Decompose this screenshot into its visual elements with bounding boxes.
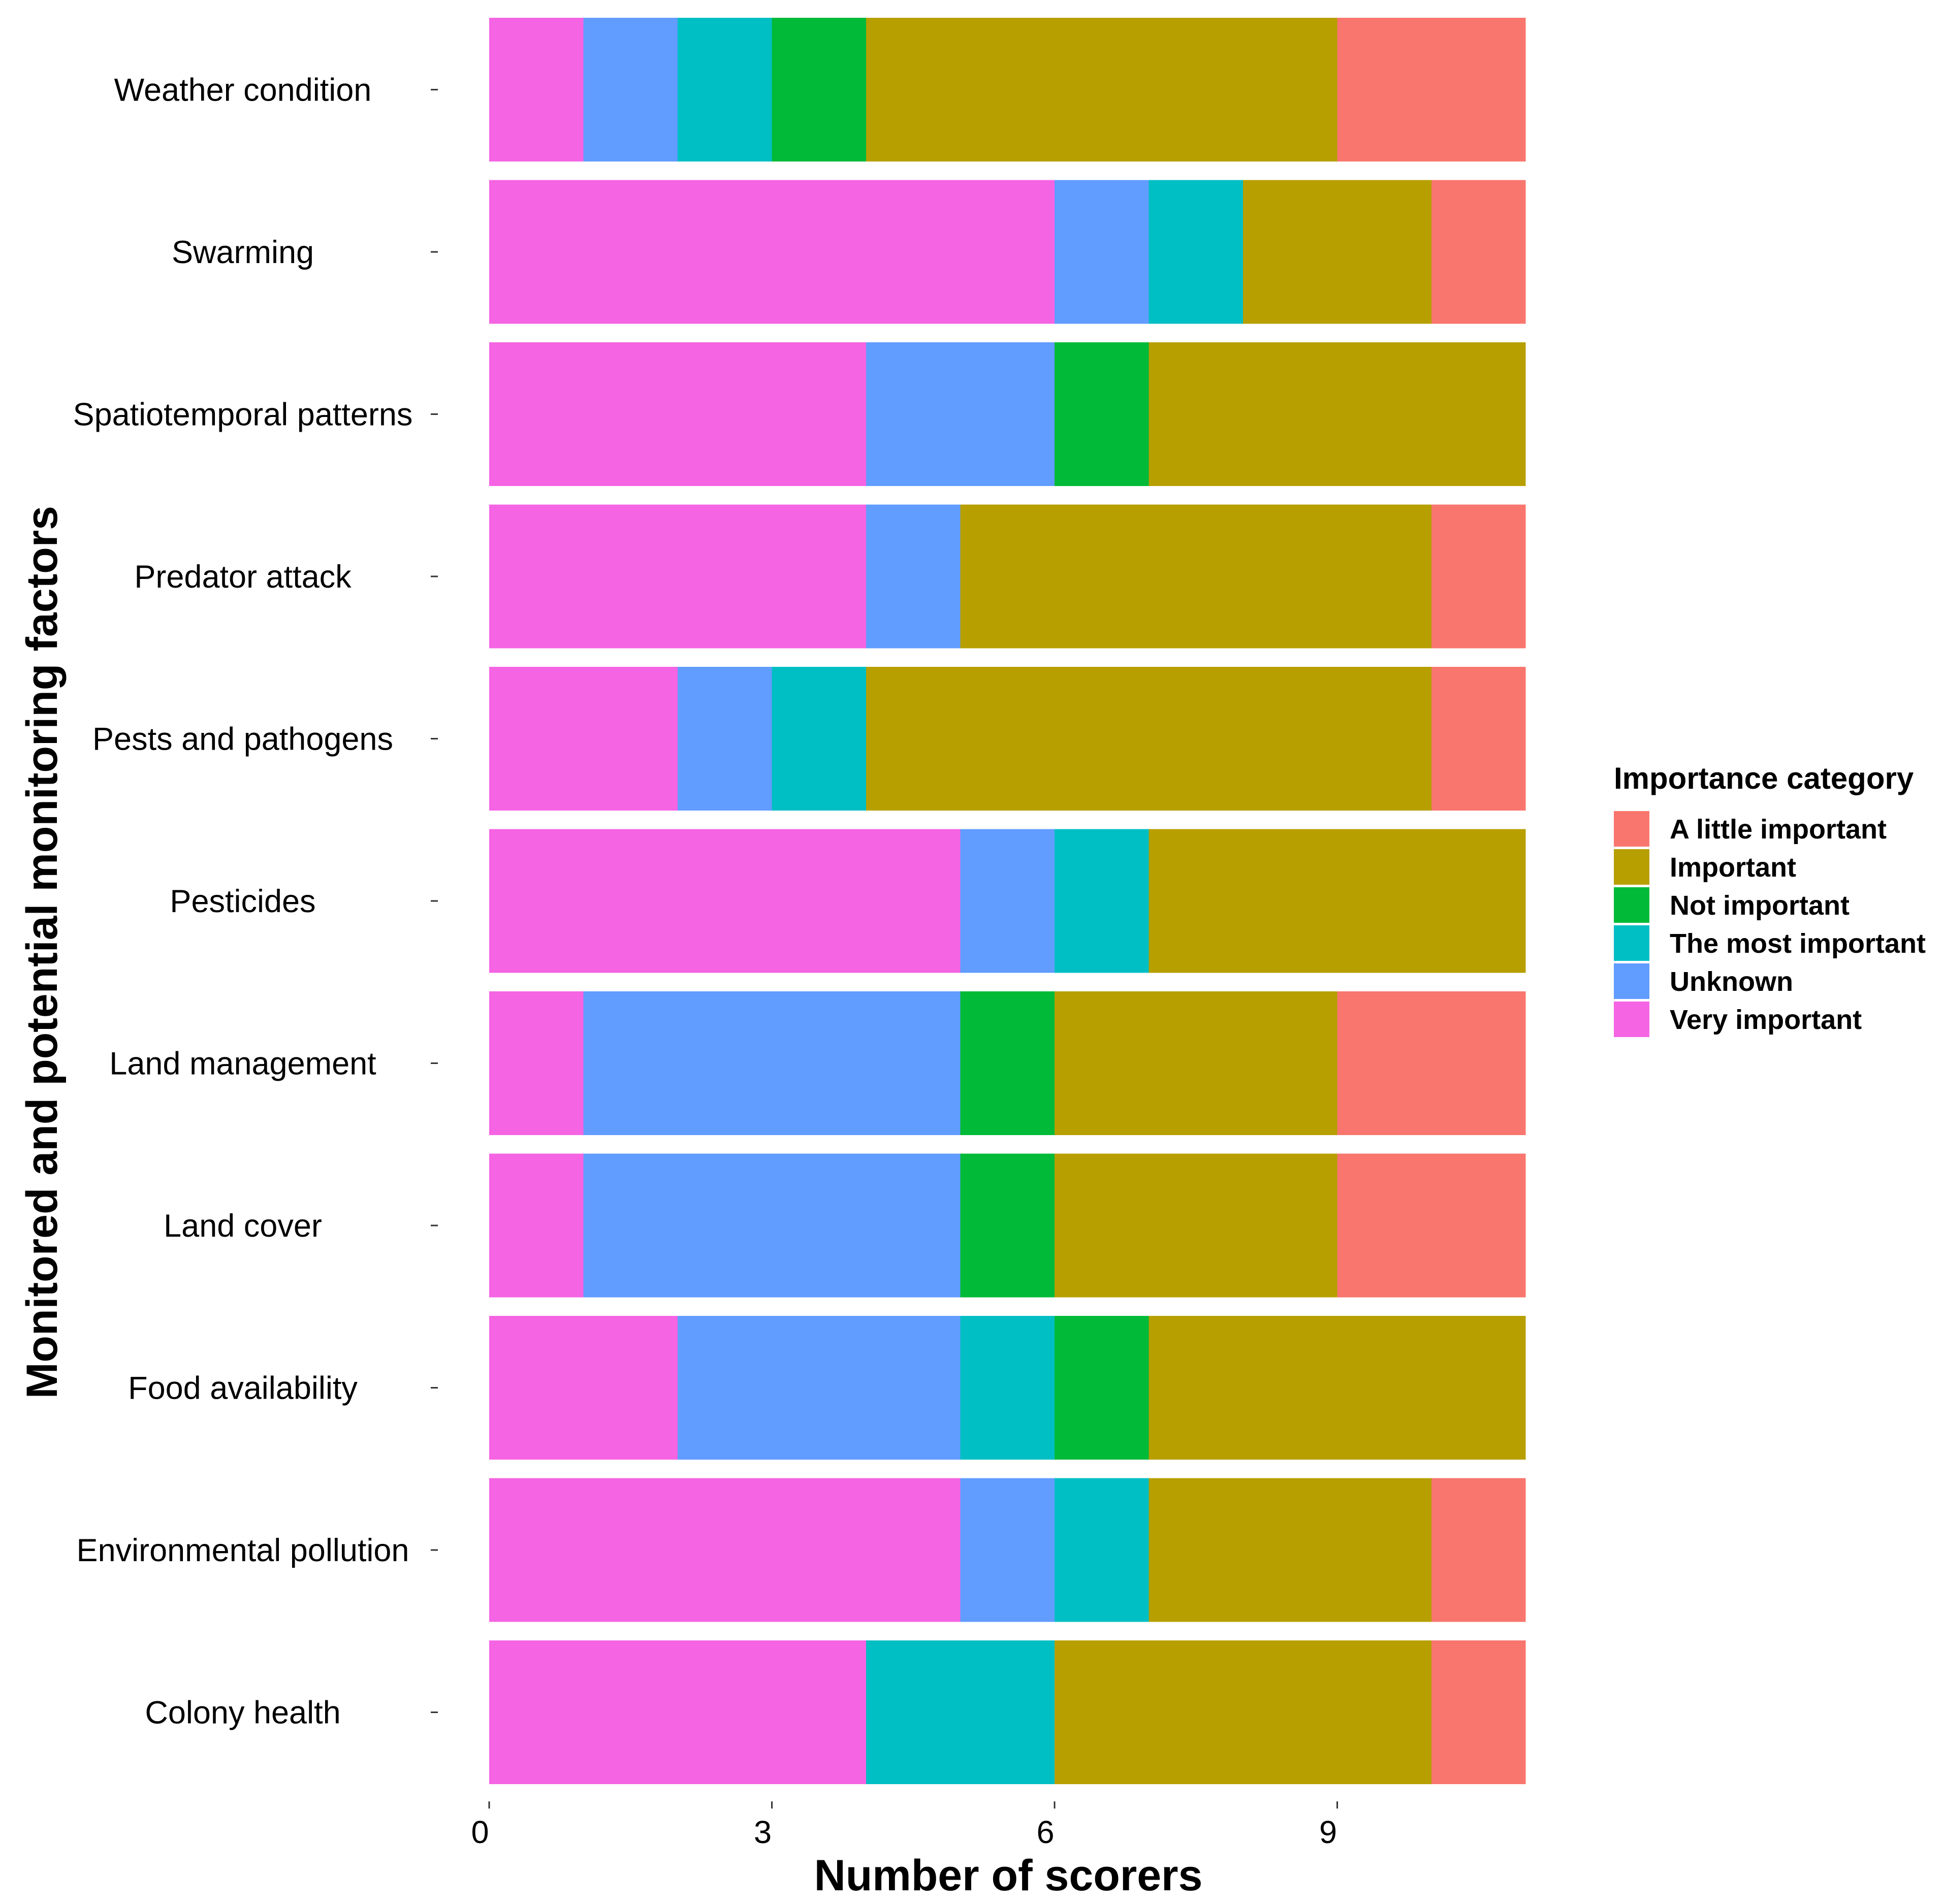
legend-label-a-little-important: A little important	[1670, 814, 1887, 845]
legend-swatch-the-most-important	[1614, 925, 1649, 961]
legend: Importance category A little important Im…	[1614, 761, 1926, 1037]
bar-segment-swarming-a-little-important	[1431, 180, 1526, 324]
legend-items: A little important Important Not important…	[1614, 811, 1926, 1037]
bar-segment-food-availability-not-important	[1055, 1316, 1149, 1460]
bar-segment-pesticides-unknown	[960, 829, 1055, 973]
bar-segment-colony-health-important	[1055, 1640, 1431, 1784]
bar-segment-weather-condition-not-important	[772, 18, 866, 162]
bar-segment-land-cover-not-important	[960, 1153, 1055, 1298]
bar-segment-weather-condition-unknown	[583, 18, 678, 162]
legend-swatch-a-little-important	[1614, 811, 1649, 847]
y-axis-tick-marks	[431, 89, 438, 1713]
bar-segment-pesticides-the-most-important	[1055, 829, 1149, 973]
bar-segment-spatiotemporal-patterns-unknown	[866, 342, 1055, 486]
bar-segment-colony-health-the-most-important	[866, 1640, 1055, 1784]
x-tick-label: 6	[1036, 1815, 1054, 1850]
bar-segment-land-cover-unknown	[583, 1153, 961, 1298]
bar-segment-environmental-pollution-unknown	[960, 1478, 1055, 1622]
bar-segment-pesticides-very-important	[489, 829, 961, 973]
y-tick-label: Spatiotemporal patterns	[73, 397, 413, 433]
bars-layer	[489, 18, 1526, 1784]
bar-segment-land-cover-very-important	[489, 1153, 584, 1298]
y-tick-label: Food availability	[128, 1371, 358, 1406]
x-tick-label: 3	[754, 1815, 772, 1850]
y-tick-label: Pesticides	[170, 884, 315, 919]
bar-segment-pests-and-pathogens-very-important	[489, 667, 678, 811]
x-axis-tick-marks	[488, 1801, 1338, 1809]
bar-segment-land-management-important	[1055, 991, 1337, 1135]
bar-segment-weather-condition-the-most-important	[678, 18, 772, 162]
legend-label-the-most-important: The most important	[1670, 928, 1926, 959]
bar-segment-predator-attack-unknown	[866, 504, 961, 649]
y-tick-label: Land management	[109, 1046, 376, 1082]
bar-segment-weather-condition-very-important	[489, 18, 584, 162]
legend-swatch-important	[1614, 849, 1649, 885]
bar-segment-food-availability-unknown	[678, 1316, 961, 1460]
bar-segment-pests-and-pathogens-the-most-important	[772, 667, 866, 811]
bar-segment-weather-condition-a-little-important	[1337, 18, 1526, 162]
legend-label-important: Important	[1670, 852, 1796, 883]
legend-label-very-important: Very important	[1670, 1005, 1862, 1035]
bar-segment-swarming-unknown	[1055, 180, 1149, 324]
legend-label-unknown: Unknown	[1670, 966, 1793, 997]
bar-segment-swarming-very-important	[489, 180, 1055, 324]
bar-segment-weather-condition-important	[866, 18, 1337, 162]
bar-segment-colony-health-very-important	[489, 1640, 866, 1784]
y-axis-tick-labels: Weather condition Swarming Spatiotemporal …	[73, 73, 413, 1731]
y-tick-label: Weather condition	[114, 73, 372, 108]
bar-segment-pests-and-pathogens-a-little-important	[1431, 667, 1526, 811]
bar-segment-swarming-important	[1243, 180, 1431, 324]
bar-segment-predator-attack-important	[960, 504, 1431, 649]
legend-swatch-not-important	[1614, 887, 1649, 923]
bar-segment-land-management-very-important	[489, 991, 584, 1135]
y-tick-label: Land cover	[164, 1208, 322, 1244]
bar-segment-environmental-pollution-the-most-important	[1055, 1478, 1149, 1622]
y-tick-label: Swarming	[172, 235, 314, 270]
bar-segment-spatiotemporal-patterns-very-important	[489, 342, 866, 486]
bar-segment-food-availability-the-most-important	[960, 1316, 1055, 1460]
bar-segment-land-cover-a-little-important	[1337, 1153, 1526, 1298]
bar-segment-predator-attack-a-little-important	[1431, 504, 1526, 649]
bar-segment-land-management-unknown	[583, 991, 961, 1135]
bar-segment-food-availability-important	[1149, 1316, 1526, 1460]
y-tick-label: Predator attack	[134, 559, 352, 595]
bar-segment-spatiotemporal-patterns-important	[1149, 342, 1526, 486]
bar-segment-environmental-pollution-a-little-important	[1431, 1478, 1526, 1622]
bar-segment-food-availability-very-important	[489, 1316, 678, 1460]
legend-swatch-unknown	[1614, 963, 1649, 999]
legend-swatch-very-important	[1614, 1002, 1649, 1037]
bar-segment-land-cover-important	[1055, 1153, 1337, 1298]
y-tick-label: Colony health	[145, 1695, 340, 1731]
legend-label-not-important: Not important	[1670, 890, 1850, 921]
y-tick-label: Environmental pollution	[77, 1533, 409, 1568]
x-tick-label: 0	[471, 1815, 489, 1850]
x-tick-label: 9	[1319, 1815, 1337, 1850]
bar-segment-environmental-pollution-very-important	[489, 1478, 961, 1622]
y-axis-title: Monitored and potential monitoring facto…	[18, 506, 67, 1399]
x-axis-title: Number of scorers	[814, 1851, 1203, 1900]
legend-title: Importance category	[1614, 761, 1914, 795]
bar-segment-pests-and-pathogens-important	[866, 667, 1431, 811]
bar-segment-environmental-pollution-important	[1149, 1478, 1431, 1622]
y-tick-label: Pests and pathogens	[92, 722, 393, 757]
x-axis-tick-labels: 0 3 6 9	[471, 1815, 1337, 1850]
bar-segment-spatiotemporal-patterns-not-important	[1055, 342, 1149, 486]
bar-segment-pesticides-important	[1149, 829, 1526, 973]
bar-segment-land-management-a-little-important	[1337, 991, 1526, 1135]
bar-segment-land-management-not-important	[960, 991, 1055, 1135]
bar-segment-pests-and-pathogens-unknown	[678, 667, 772, 811]
bar-segment-swarming-the-most-important	[1149, 180, 1243, 324]
bar-segment-predator-attack-very-important	[489, 504, 866, 649]
bar-segment-colony-health-a-little-important	[1431, 1640, 1526, 1784]
